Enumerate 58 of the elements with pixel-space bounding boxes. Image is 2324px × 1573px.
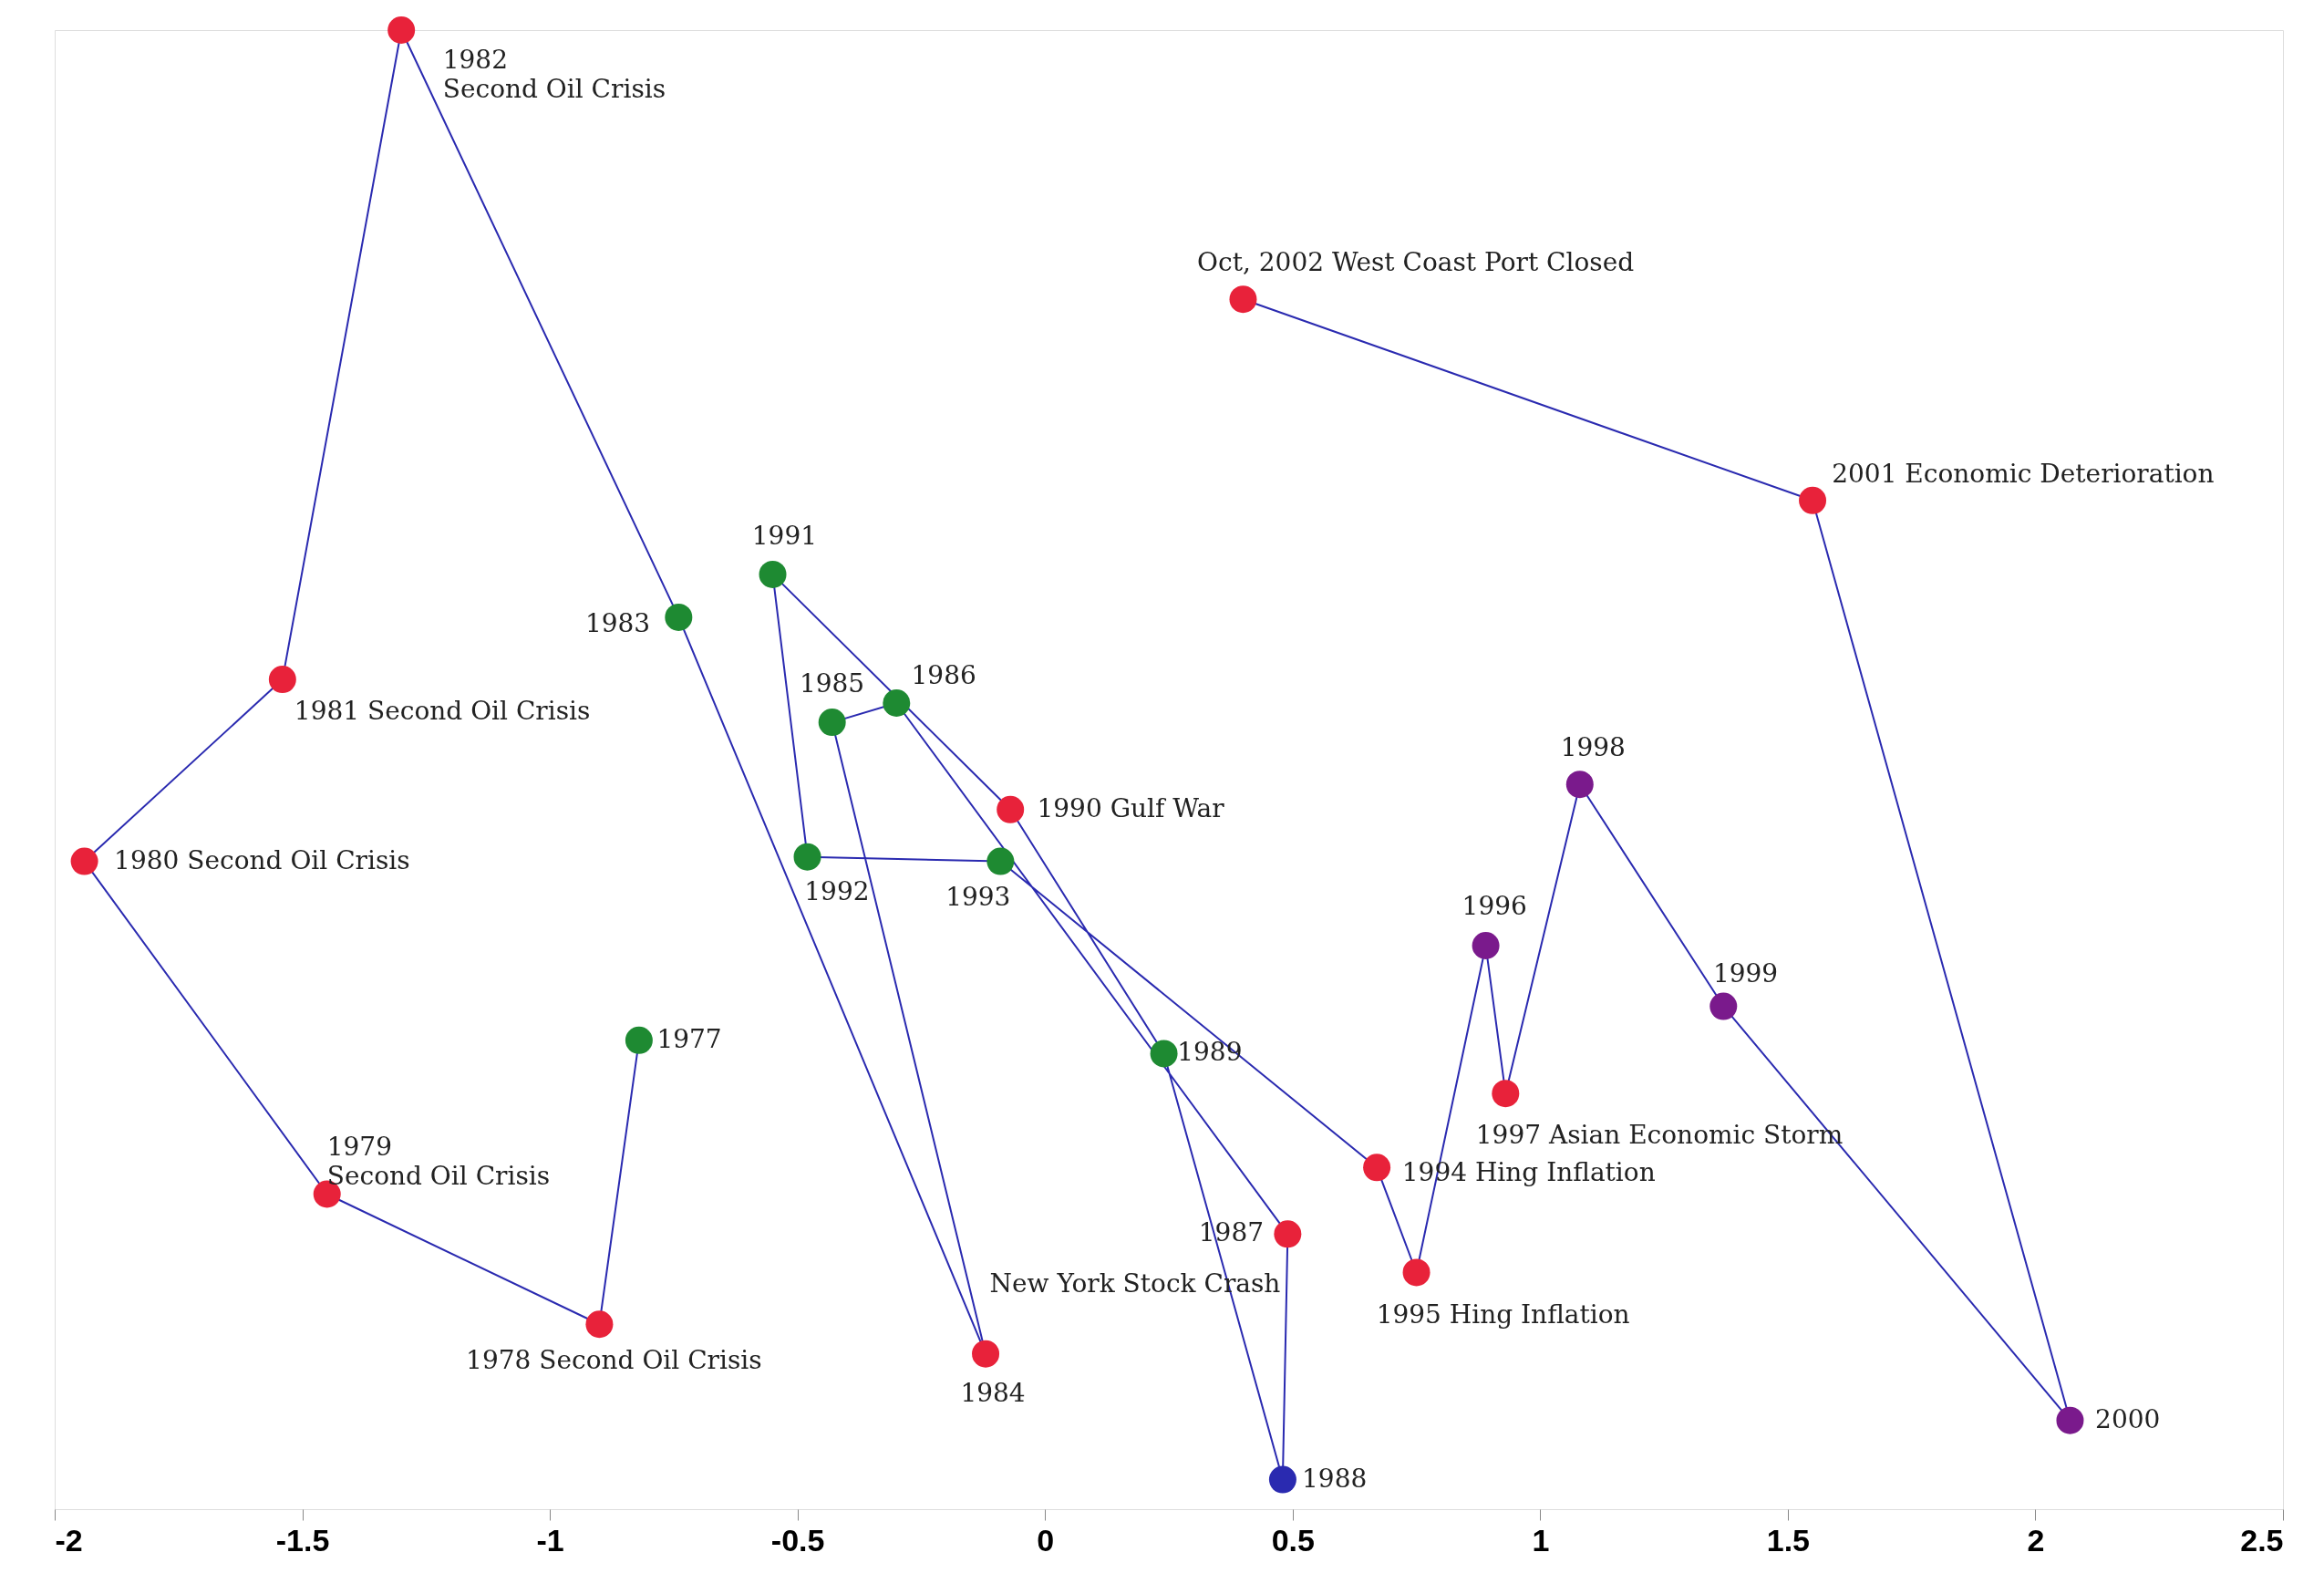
x-tick-label: 2 <box>2027 1522 2045 1557</box>
point <box>1363 1154 1391 1182</box>
x-tick-label: 1.5 <box>1766 1522 1811 1557</box>
point <box>1150 1040 1178 1068</box>
annotation: 1999 <box>1712 958 1779 989</box>
annotation: 1982 Second Oil Crisis <box>442 45 666 105</box>
point <box>268 666 296 694</box>
annotation: 1990 Gulf War <box>1037 792 1225 823</box>
annotation: 1979 Second Oil Crisis <box>326 1132 551 1192</box>
point <box>1402 1258 1431 1287</box>
annotation: 1996 <box>1462 890 1527 921</box>
annotation: 1980 Second Oil Crisis <box>114 844 410 875</box>
x-tick-label: -0.5 <box>770 1522 825 1557</box>
point <box>665 603 693 631</box>
point <box>387 16 416 44</box>
point <box>585 1310 614 1339</box>
point <box>1229 285 1257 314</box>
annotation: 1998 <box>1560 732 1626 763</box>
point <box>883 689 911 717</box>
point <box>972 1340 1000 1368</box>
annotation: 2001 Economic Deterioration <box>1832 459 2215 490</box>
point <box>2056 1406 2084 1434</box>
x-tick-label: 0.5 <box>1271 1522 1315 1557</box>
x-tick-label: 1 <box>1532 1522 1550 1557</box>
x-tick-label: -2 <box>55 1522 83 1557</box>
annotation: 1984 <box>960 1377 1026 1408</box>
annotation: 2000 <box>2095 1403 2161 1434</box>
point <box>818 709 846 737</box>
point <box>1799 486 1827 514</box>
point <box>793 843 821 871</box>
point <box>1472 932 1500 959</box>
annotation: 1986 <box>911 659 976 690</box>
annotation: 1983 <box>584 608 651 639</box>
point <box>1492 1080 1520 1108</box>
annotation: 1985 <box>799 668 865 699</box>
annotation: 1981 Second Oil Crisis <box>294 695 591 726</box>
x-tick-label: 0 <box>1037 1522 1055 1557</box>
annotation: 1992 <box>804 875 870 906</box>
annotation: 1988 <box>1302 1463 1368 1494</box>
point <box>1709 992 1738 1020</box>
annotation: 1989 <box>1177 1037 1243 1068</box>
point <box>1268 1465 1296 1494</box>
point <box>1274 1220 1302 1248</box>
annotation: 1993 <box>945 882 1011 913</box>
annotation: 1978 Second Oil Crisis <box>466 1344 762 1375</box>
annotation: Oct, 2002 West Coast Port Closed <box>1197 247 1635 278</box>
point <box>759 560 787 588</box>
point <box>997 795 1025 823</box>
x-tick-label: 2.5 <box>2240 1522 2284 1557</box>
point <box>986 847 1015 875</box>
x-tick-label: -1 <box>536 1522 564 1557</box>
point <box>625 1026 653 1054</box>
x-tick-label: -1.5 <box>275 1522 330 1557</box>
annotation: 1977 <box>656 1023 722 1054</box>
point <box>70 847 98 875</box>
point <box>1565 771 1594 799</box>
annotation: 1991 <box>751 521 818 552</box>
annotation: 1995 Hing Inflation <box>1376 1299 1630 1330</box>
